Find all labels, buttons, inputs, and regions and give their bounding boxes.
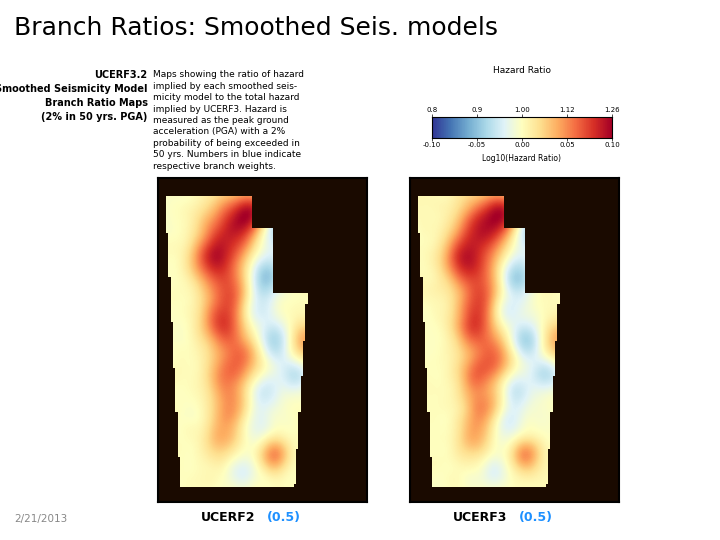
- Text: 2/21/2013: 2/21/2013: [14, 514, 68, 524]
- Text: UCERF3.2
Smoothed Seismicity Model
Branch Ratio Maps
(2% in 50 yrs. PGA): UCERF3.2 Smoothed Seismicity Model Branc…: [0, 70, 148, 122]
- Text: Maps showing the ratio of hazard
implied by each smoothed seis-
micity model to : Maps showing the ratio of hazard implied…: [153, 70, 305, 171]
- Text: UCERF3: UCERF3: [453, 511, 508, 524]
- Text: Branch Ratios: Smoothed Seis. models: Branch Ratios: Smoothed Seis. models: [14, 16, 498, 40]
- Text: (0.5): (0.5): [266, 511, 300, 524]
- Text: Log10(Hazard Ratio): Log10(Hazard Ratio): [482, 154, 562, 163]
- Text: Hazard Ratio: Hazard Ratio: [493, 66, 551, 75]
- Text: UCERF2: UCERF2: [201, 511, 256, 524]
- Text: (0.5): (0.5): [518, 511, 552, 524]
